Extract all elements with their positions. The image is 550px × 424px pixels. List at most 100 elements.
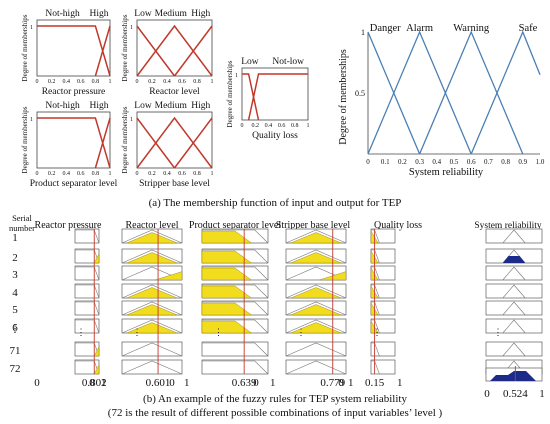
column-header-reactor-pressure: Reactor pressure xyxy=(35,220,102,231)
chart-reactor-level: Low Medium High 1 0 0.2 0.4 0.6 0.8 1 Reactor leve… xyxy=(121,9,214,97)
rule-shape xyxy=(202,249,269,264)
xtick-label: 0.8 xyxy=(193,171,201,177)
rule-shape xyxy=(202,360,269,375)
rule-fill xyxy=(290,252,342,264)
column-header-quality-loss: Quality loss xyxy=(374,220,422,231)
rule-fill xyxy=(201,250,253,264)
aggregate-fill xyxy=(490,371,536,381)
xtick-label: 0 xyxy=(136,79,139,85)
level-label-safe: Safe xyxy=(519,23,538,34)
level-label-high: High xyxy=(90,9,109,19)
xtick-label: 0.4 xyxy=(163,79,171,85)
column-header-reactor-level: Reactor level xyxy=(125,220,178,231)
rule-cell xyxy=(201,341,269,357)
rule-shape xyxy=(285,342,347,357)
membership-line-High xyxy=(94,117,111,169)
xtick-label: 0.4 xyxy=(62,79,70,85)
rule-shape xyxy=(285,319,347,334)
ellipsis-mark: ⋮ xyxy=(297,327,306,337)
rule-cell xyxy=(74,265,100,281)
membership-line-warning xyxy=(419,30,524,155)
xtick-label: 0 xyxy=(36,171,39,177)
membership-line-High xyxy=(173,25,213,77)
y-axis-label: Degree of memberships xyxy=(21,14,29,81)
ellipsis-mark: ⋮ xyxy=(214,327,223,337)
xtick-label: 0.8 xyxy=(501,158,510,166)
ellipsis-mark: ⋮ xyxy=(373,327,382,337)
xtick-label: 1 xyxy=(211,79,214,85)
ellipsis-mark: ⋮ xyxy=(133,327,142,337)
level-label-high: High xyxy=(191,9,210,19)
level-label-medium: Medium xyxy=(155,9,188,19)
xtick-label: 0.2 xyxy=(48,171,56,177)
rule-fill xyxy=(93,346,100,357)
row-number: ⋮ xyxy=(10,323,21,335)
row-number: 72 xyxy=(10,363,21,375)
level-label-low: Low xyxy=(134,101,152,111)
level-label-danger: Danger xyxy=(370,23,401,34)
output-axis-zero: 0 xyxy=(484,388,490,400)
caption-b-line2: (72 is the result of different possible … xyxy=(107,407,443,419)
rule-fill xyxy=(154,271,183,281)
column-header-system-reliability: System reliability xyxy=(474,221,542,231)
membership-line-High xyxy=(94,25,111,77)
x-axis-label: Stripper base level xyxy=(139,179,210,189)
rule-shape xyxy=(502,342,526,357)
membership-line-alarm xyxy=(367,30,472,155)
x-axis-label: Reactor level xyxy=(149,87,200,97)
rule-cell xyxy=(74,283,100,299)
axis-label-one: 1 xyxy=(101,377,107,389)
xtick-label: 0.2 xyxy=(148,79,156,85)
y-axis-label: Degree of memberships xyxy=(121,14,129,81)
rule-shape xyxy=(202,284,269,299)
xtick-label: 0.8 xyxy=(92,79,100,85)
level-label-not-high: Not-high xyxy=(45,101,80,111)
x-axis-label: Product separator level xyxy=(30,179,118,189)
xtick-label: 0 xyxy=(366,158,370,166)
rule-fill xyxy=(126,322,178,334)
axis-label-zero: 0 xyxy=(89,377,95,389)
level-label-high: High xyxy=(90,101,109,111)
rule-cell xyxy=(485,300,543,316)
rule-shape xyxy=(121,249,183,264)
xtick-label: 0.4 xyxy=(265,123,273,129)
ytick-label: 1 xyxy=(30,25,33,31)
membership-line-High xyxy=(173,117,213,169)
level-label-warning: Warning xyxy=(453,23,490,34)
rule-fill xyxy=(126,287,178,299)
y-axis-label: Degree of memberships xyxy=(21,106,29,173)
xtick-label: 0.3 xyxy=(415,158,424,166)
membership-line-safe xyxy=(470,30,541,155)
input-value-label: 0.802 xyxy=(82,377,107,389)
output-axis-one: 1 xyxy=(539,388,545,400)
rule-shape xyxy=(202,342,269,357)
rule-fill xyxy=(201,285,253,299)
rule-fill xyxy=(502,256,526,263)
rule-cell xyxy=(485,341,543,357)
axis-label-zero: 0 xyxy=(253,377,259,389)
rule-fill xyxy=(290,304,342,316)
rule-shape xyxy=(121,229,183,244)
xtick-label: 0.2 xyxy=(148,171,156,177)
xtick-label: 0.2 xyxy=(251,123,259,129)
rule-fill xyxy=(201,267,253,281)
membership-line-Not-low xyxy=(247,73,308,121)
rule-shape xyxy=(121,301,183,316)
rule-shape xyxy=(202,301,269,316)
rule-cell xyxy=(485,228,543,244)
row-number: 4 xyxy=(12,287,18,299)
chart-frame xyxy=(136,111,213,169)
rule-cell xyxy=(285,359,347,375)
axis-label-zero: 0 xyxy=(338,377,344,389)
xtick-label: 0.6 xyxy=(77,171,85,177)
xtick-label: 0.4 xyxy=(432,158,441,166)
level-label-medium: Medium xyxy=(155,101,188,111)
rule-shape xyxy=(285,249,347,264)
xtick-label: 0.7 xyxy=(484,158,493,166)
level-label-low: Low xyxy=(134,9,152,19)
rule-cell xyxy=(485,265,543,281)
xtick-label: 0.6 xyxy=(178,79,186,85)
rule-fill xyxy=(126,252,178,264)
